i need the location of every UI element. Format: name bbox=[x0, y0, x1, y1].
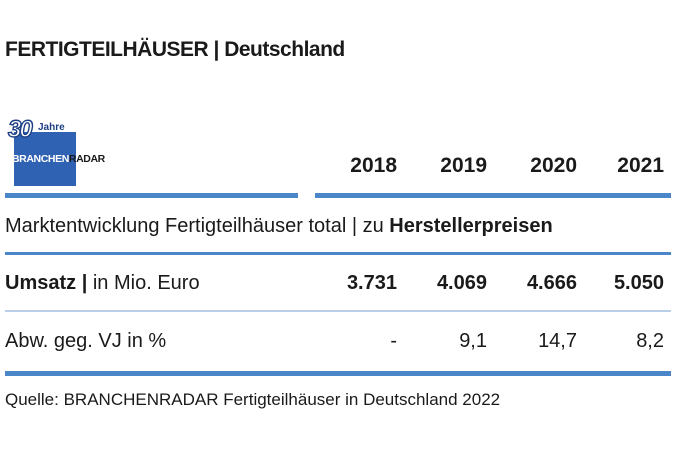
logo-wordmark-part2: RADAR bbox=[68, 153, 105, 165]
year-header-2018: 2018 bbox=[350, 154, 397, 177]
logo-wordmark-part1: BRANCHEN bbox=[12, 153, 69, 165]
row-label-abweichung: Abw. geg. VJ in % bbox=[5, 330, 166, 353]
row-label-abweichung-rest: Abw. geg. VJ in % bbox=[5, 330, 167, 352]
row-label-umsatz: Umsatz | in Mio. Euro bbox=[5, 272, 200, 295]
logo-jahre-text: Jahre bbox=[38, 122, 65, 133]
cell-abweichung-2018: - bbox=[390, 330, 397, 352]
year-header-2020: 2020 bbox=[530, 154, 577, 177]
logo-number: 30 bbox=[7, 115, 33, 143]
source-note: Quelle: BRANCHENRADAR Fertigteilhäuser i… bbox=[5, 390, 501, 409]
cell-umsatz-2020: 4.666 bbox=[526, 272, 577, 294]
header-rule-right bbox=[315, 193, 671, 198]
logo-background bbox=[14, 132, 76, 186]
cell-umsatz-2021: 5.050 bbox=[613, 272, 664, 294]
table-subheading: Marktentwicklung Fertigteilhäuser total … bbox=[5, 215, 553, 238]
cell-umsatz-2019: 4.069 bbox=[436, 272, 487, 294]
row-divider bbox=[5, 310, 671, 312]
page-title: FERTIGTEILHÄUSER | Deutschland bbox=[5, 38, 345, 61]
subheading-text: Marktentwicklung Fertigteilhäuser total … bbox=[5, 215, 390, 237]
row-label-umsatz-bold: Umsatz | bbox=[5, 272, 88, 294]
table-bottom-rule bbox=[5, 371, 671, 376]
cell-umsatz-2018: 3.731 bbox=[346, 272, 397, 294]
branchenradar-logo: 30 Jahre BRANCHENRADAR bbox=[7, 115, 105, 186]
year-header-2019: 2019 bbox=[440, 154, 487, 177]
cell-abweichung-2021: 8,2 bbox=[636, 330, 664, 352]
year-header-2021: 2021 bbox=[617, 154, 664, 177]
cell-abweichung-2019: 9,1 bbox=[459, 330, 487, 352]
row-label-umsatz-rest: in Mio. Euro bbox=[87, 272, 200, 294]
header-rule-left bbox=[5, 193, 298, 198]
subheading-bold: Herstellerpreisen bbox=[389, 215, 553, 237]
logo-wordmark: BRANCHENRADAR bbox=[12, 153, 105, 165]
subheading-rule bbox=[5, 252, 671, 255]
cell-abweichung-2020: 14,7 bbox=[538, 330, 577, 352]
